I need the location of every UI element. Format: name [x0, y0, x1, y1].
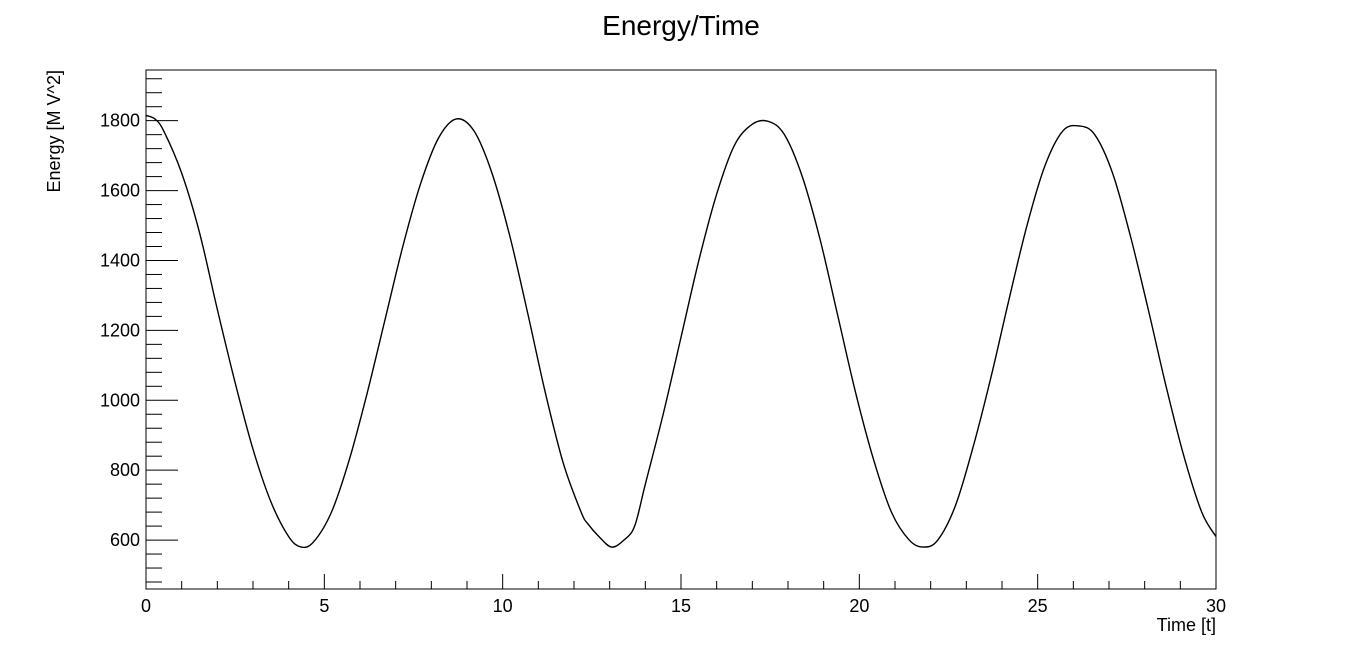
energy-series-line — [145, 114, 1217, 549]
y-axis-tick-labels: 600 800 1000 1200 1400 1600 1800 — [100, 111, 140, 550]
y-tick-label: 1400 — [100, 250, 140, 270]
x-tick-label: 20 — [849, 596, 869, 616]
y-tick-label: 600 — [110, 530, 140, 550]
x-tick-label: 25 — [1028, 596, 1048, 616]
x-axis-ticks — [145, 574, 1217, 589]
x-tick-label: 15 — [671, 596, 691, 616]
y-tick-label: 1200 — [100, 320, 140, 340]
x-tick-label: 0 — [141, 596, 151, 616]
x-tick-label: 10 — [493, 596, 513, 616]
y-tick-label: 1000 — [100, 390, 140, 410]
x-axis-tick-labels: 0 5 10 15 20 25 30 — [141, 596, 1226, 616]
y-axis-ticks — [146, 78, 178, 583]
x-tick-label: 5 — [319, 596, 329, 616]
chart-title: Energy/Time — [602, 10, 760, 41]
y-tick-label: 1800 — [100, 111, 140, 131]
plot-frame — [145, 69, 1217, 590]
x-tick-label: 30 — [1206, 596, 1226, 616]
x-axis-title: Time [t] — [1157, 615, 1216, 635]
y-axis-title: Energy [M V^2] — [44, 70, 64, 193]
y-tick-label: 1600 — [100, 181, 140, 201]
y-tick-label: 800 — [110, 460, 140, 480]
